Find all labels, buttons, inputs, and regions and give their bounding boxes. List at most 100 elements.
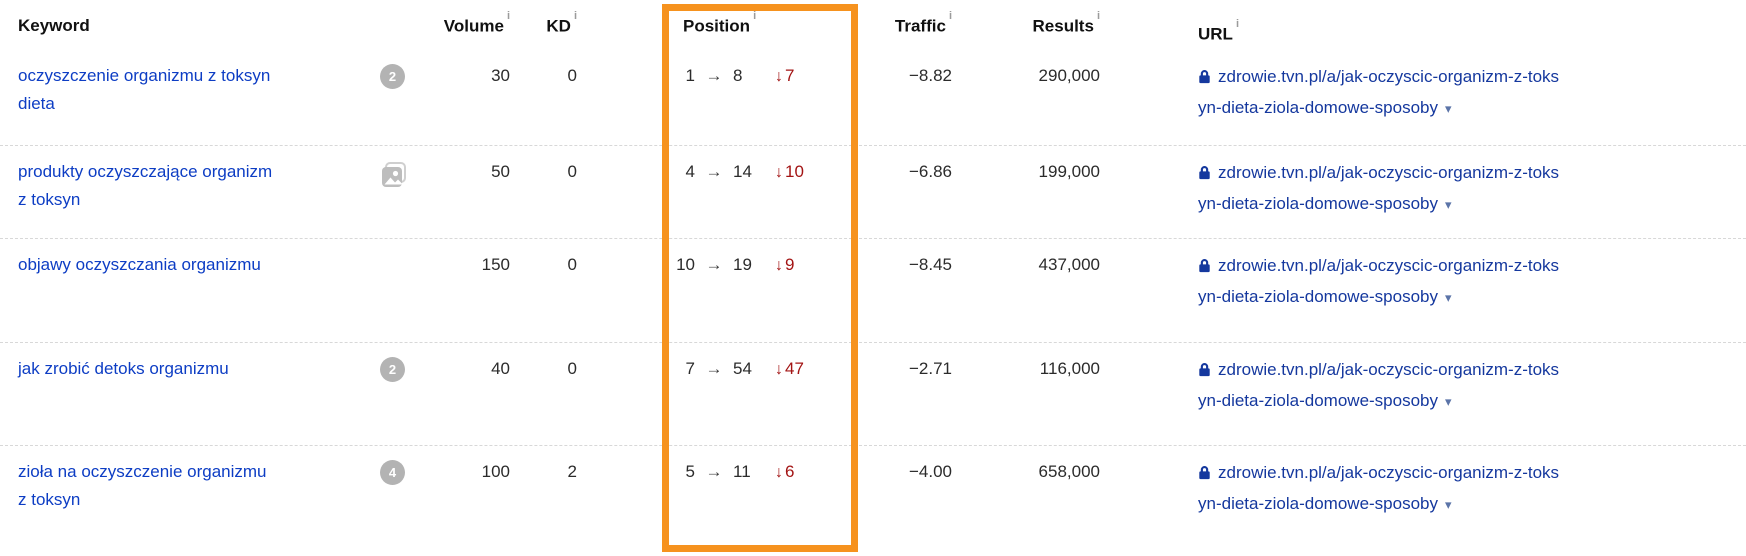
- arrow-down-icon: ↓: [775, 68, 783, 85]
- arrow-down-icon: ↓: [775, 164, 783, 181]
- serp-count-badge[interactable]: 2: [380, 64, 405, 89]
- url-expand-caret-icon[interactable]: ▾: [1445, 394, 1452, 409]
- results-value: 116,000: [1039, 359, 1100, 378]
- results-value: 199,000: [1038, 162, 1100, 181]
- header-url[interactable]: URLi: [1198, 18, 1240, 44]
- info-icon[interactable]: i: [506, 10, 510, 22]
- url-link[interactable]: yn-dieta-ziola-domowe-sposoby: [1198, 391, 1439, 410]
- traffic-value: −8.82: [908, 66, 952, 85]
- kd-value: 0: [567, 255, 577, 274]
- header-volume[interactable]: Volumei: [443, 10, 510, 36]
- table-row: oczyszczenie organizmu z toksyn dieta 2 3…: [0, 50, 1746, 145]
- url-link[interactable]: zdrowie.tvn.pl/a/jak-oczyscic-organizm-z…: [1218, 163, 1560, 182]
- arrow-right-icon: →: [705, 66, 723, 85]
- lock-icon: [1198, 357, 1211, 386]
- serp-count-badge[interactable]: 2: [380, 357, 405, 382]
- keyword-link[interactable]: oczyszczenie organizmu z toksyn dieta: [18, 66, 271, 113]
- url-link[interactable]: zdrowie.tvn.pl/a/jak-oczyscic-organizm-z…: [1218, 256, 1560, 275]
- lock-icon: [1198, 460, 1211, 489]
- results-value: 658,000: [1038, 462, 1100, 481]
- lock-icon: [1198, 253, 1211, 282]
- volume-value: 40: [491, 359, 510, 378]
- position-drop: ↓ 47: [775, 359, 804, 378]
- volume-value: 100: [481, 462, 510, 481]
- results-value: 290,000: [1038, 66, 1100, 85]
- arrow-right-icon: →: [705, 359, 723, 378]
- position-cell: 5 → 11 ↓ 6: [585, 458, 860, 487]
- table-row: objawy oczyszczania organizmu 150 0 10 →…: [0, 238, 1746, 342]
- url-link[interactable]: zdrowie.tvn.pl/a/jak-oczyscic-organizm-z…: [1218, 67, 1560, 86]
- image-thumbnail-icon[interactable]: [380, 161, 408, 198]
- position-old: 4: [685, 162, 695, 181]
- position-drop: ↓ 10: [775, 162, 804, 181]
- table-row: produkty oczyszczające organizm z toksyn …: [0, 145, 1746, 238]
- table-header-row: Keyword Volumei KDi Positioni Traffici R…: [0, 0, 1746, 50]
- position-old: 5: [685, 462, 695, 481]
- position-new: 19: [733, 255, 752, 274]
- keyword-link[interactable]: produkty oczyszczające organizm z toksyn: [18, 162, 273, 209]
- url-expand-caret-icon[interactable]: ▾: [1445, 497, 1452, 512]
- position-new: 8: [733, 66, 743, 85]
- url-link[interactable]: zdrowie.tvn.pl/a/jak-oczyscic-organizm-z…: [1218, 360, 1560, 379]
- url-link[interactable]: yn-dieta-ziola-domowe-sposoby: [1198, 287, 1439, 306]
- header-kd[interactable]: KDi: [546, 10, 577, 36]
- position-drop: ↓ 6: [775, 462, 795, 481]
- kd-value: 0: [567, 162, 577, 181]
- position-new: 14: [733, 162, 752, 181]
- position-old: 1: [685, 66, 695, 85]
- info-icon[interactable]: i: [1096, 10, 1100, 22]
- keyword-link[interactable]: jak zrobić detoks organizmu: [18, 359, 229, 378]
- position-old: 10: [676, 255, 695, 274]
- header-position[interactable]: Positioni: [683, 10, 757, 36]
- lock-icon: [1198, 64, 1211, 93]
- position-cell: 7 → 54 ↓ 47: [585, 355, 860, 384]
- keyword-link[interactable]: objawy oczyszczania organizmu: [18, 255, 261, 274]
- url-link[interactable]: zdrowie.tvn.pl/a/jak-oczyscic-organizm-z…: [1218, 463, 1560, 482]
- position-new: 11: [733, 462, 751, 481]
- kd-value: 0: [567, 66, 577, 85]
- kd-value: 0: [567, 359, 577, 378]
- arrow-right-icon: →: [705, 162, 723, 181]
- arrow-down-icon: ↓: [775, 257, 783, 274]
- header-keyword[interactable]: Keyword: [18, 16, 90, 35]
- info-icon[interactable]: i: [948, 10, 952, 22]
- serp-count-badge[interactable]: 4: [380, 460, 405, 485]
- position-cell: 1 → 8 ↓ 7: [585, 62, 860, 91]
- url-cell: zdrowie.tvn.pl/a/jak-oczyscic-organizm-z…: [1145, 251, 1746, 312]
- url-expand-caret-icon[interactable]: ▾: [1445, 101, 1452, 116]
- position-drop: ↓ 9: [775, 255, 795, 274]
- traffic-value: −6.86: [908, 162, 952, 181]
- url-expand-caret-icon[interactable]: ▾: [1445, 290, 1452, 305]
- info-icon[interactable]: i: [753, 10, 757, 22]
- url-cell: zdrowie.tvn.pl/a/jak-oczyscic-organizm-z…: [1145, 355, 1746, 416]
- url-link[interactable]: yn-dieta-ziola-domowe-sposoby: [1198, 98, 1439, 117]
- url-link[interactable]: yn-dieta-ziola-domowe-sposoby: [1198, 194, 1439, 213]
- position-new: 54: [733, 359, 752, 378]
- volume-value: 150: [481, 255, 510, 274]
- traffic-value: −8.45: [908, 255, 952, 274]
- position-cell: 4 → 14 ↓ 10: [585, 158, 860, 187]
- url-cell: zdrowie.tvn.pl/a/jak-oczyscic-organizm-z…: [1145, 458, 1746, 519]
- results-value: 437,000: [1038, 255, 1100, 274]
- header-results[interactable]: Resultsi: [1032, 10, 1100, 36]
- info-icon[interactable]: i: [1235, 18, 1240, 30]
- url-expand-caret-icon[interactable]: ▾: [1445, 197, 1452, 212]
- position-cell: 10 → 19 ↓ 9: [585, 251, 860, 280]
- volume-value: 30: [491, 66, 510, 85]
- arrow-right-icon: →: [705, 462, 723, 481]
- volume-value: 50: [491, 162, 510, 181]
- arrow-down-icon: ↓: [775, 464, 783, 481]
- table-row: jak zrobić detoks organizmu 2 40 0 7 → 5…: [0, 342, 1746, 445]
- table-row: zioła na oczyszczenie organizmu z toksyn …: [0, 445, 1746, 556]
- header-traffic[interactable]: Traffici: [894, 10, 952, 36]
- url-link[interactable]: yn-dieta-ziola-domowe-sposoby: [1198, 494, 1439, 513]
- position-drop: ↓ 7: [775, 66, 795, 85]
- arrow-right-icon: →: [705, 255, 723, 274]
- url-cell: zdrowie.tvn.pl/a/jak-oczyscic-organizm-z…: [1145, 158, 1746, 219]
- arrow-down-icon: ↓: [775, 361, 783, 378]
- url-cell: zdrowie.tvn.pl/a/jak-oczyscic-organizm-z…: [1145, 62, 1746, 123]
- info-icon[interactable]: i: [573, 10, 577, 22]
- kd-value: 2: [567, 462, 577, 481]
- keyword-link[interactable]: zioła na oczyszczenie organizmu z toksyn: [18, 462, 267, 509]
